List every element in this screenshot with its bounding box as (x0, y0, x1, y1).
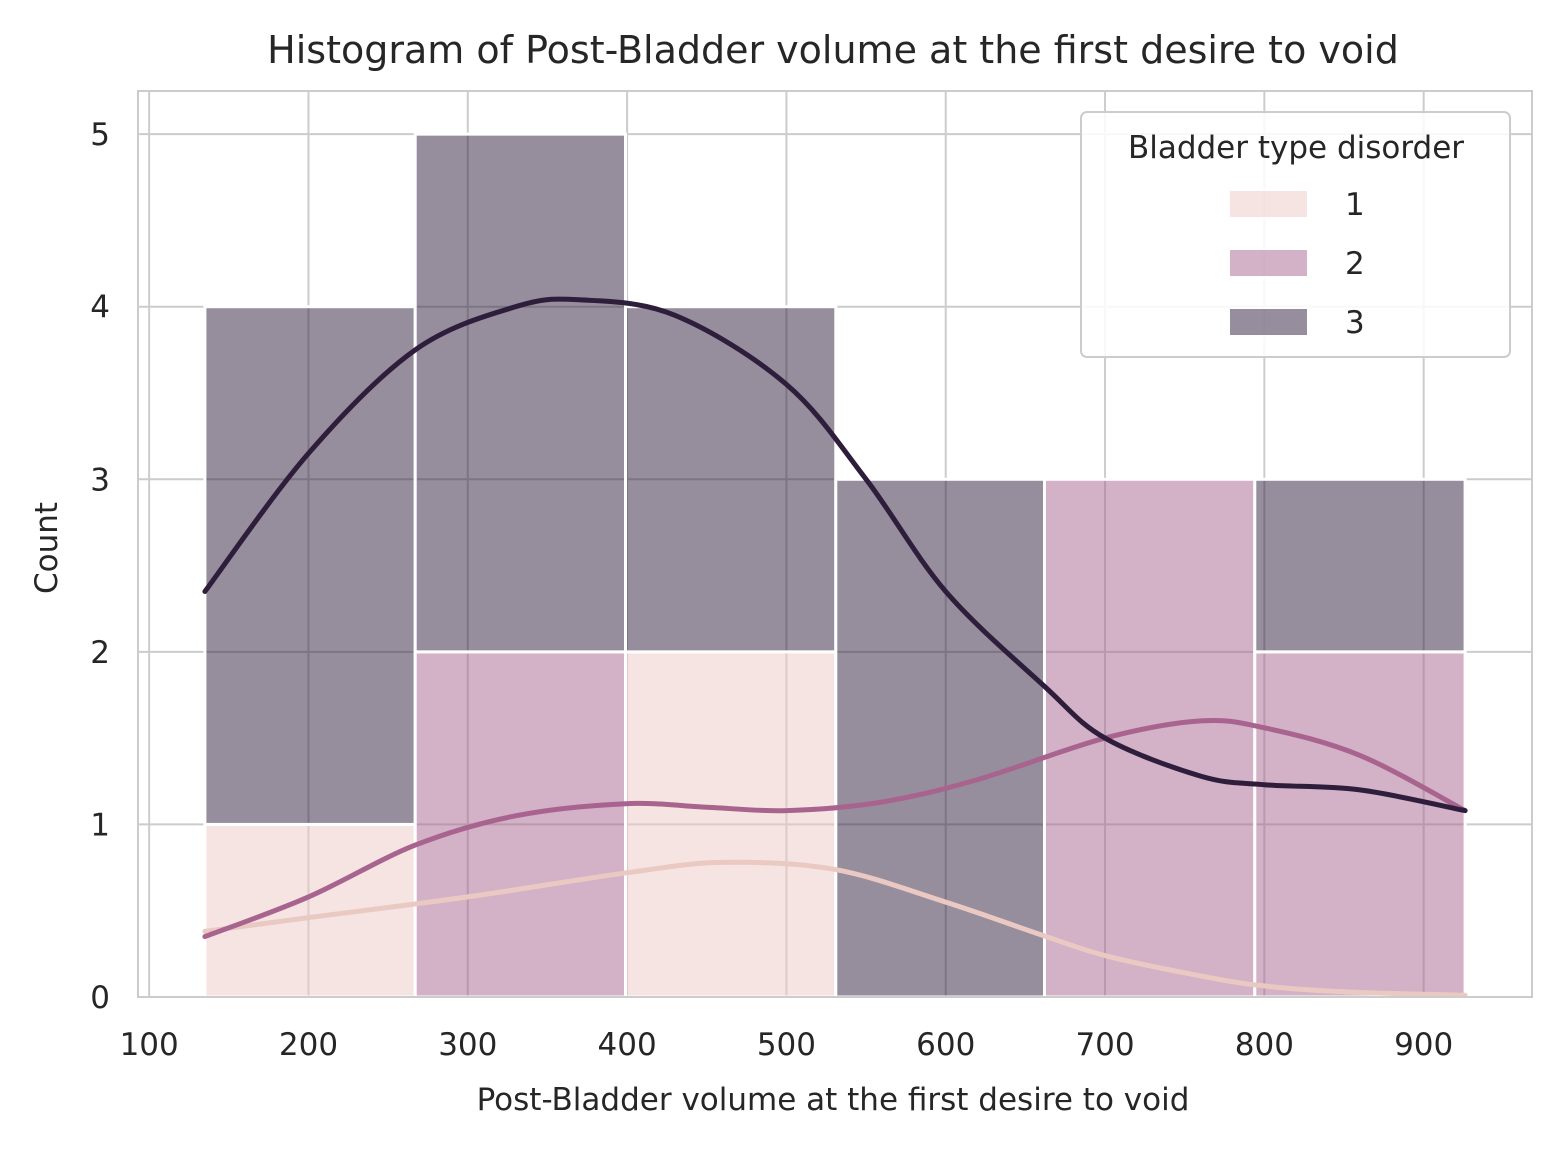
bar-3-bin-0 (203, 305, 417, 826)
x-tick-label: 700 (1075, 1027, 1134, 1063)
bar-2-bin-4 (1042, 477, 1257, 999)
bar-2-bin-1 (413, 650, 628, 999)
y-tick-label: 1 (90, 807, 110, 843)
kde-curve-2 (202, 717, 1468, 940)
bar-3-bin-3 (834, 477, 1046, 999)
legend-swatch-1 (1228, 189, 1309, 219)
bar-1-bin-0 (203, 822, 417, 999)
x-tick-label: 200 (279, 1027, 338, 1063)
bar-1-bin-2 (624, 650, 838, 999)
bar-2-bin-5 (1253, 650, 1467, 999)
kde-curve-1 (202, 859, 1468, 998)
x-tick-label: 500 (757, 1027, 816, 1063)
legend-swatch-3 (1228, 307, 1309, 337)
chart-title: Histogram of Post-Bladder volume at the … (267, 28, 1399, 72)
legend-label-1: 1 (1345, 187, 1365, 223)
x-tick-label: 800 (1235, 1027, 1294, 1063)
x-axis-label: Post-Bladder volume at the first desire … (477, 1082, 1190, 1118)
legend-title: Bladder type disorder (1128, 130, 1464, 166)
kde-curves (202, 296, 1468, 998)
x-tick-label: 900 (1394, 1027, 1453, 1063)
legend: Bladder type disorder 1 2 3 (1080, 111, 1511, 358)
x-tick-label: 300 (438, 1027, 497, 1063)
bar-3-bin-2 (624, 305, 838, 654)
y-tick-label: 3 (90, 462, 110, 498)
y-tick-label: 4 (90, 290, 110, 326)
bar-3-bin-5 (1253, 477, 1467, 654)
y-tick-labels: 0 1 2 3 4 5 (90, 117, 110, 1016)
plot-frame (137, 90, 1533, 998)
legend-label-3: 3 (1345, 305, 1365, 341)
y-tick-label: 5 (90, 117, 110, 153)
x-tick-label: 600 (916, 1027, 975, 1063)
legend-entries: 1 2 3 (1228, 187, 1365, 341)
legend-label-2: 2 (1345, 246, 1365, 282)
x-tick-labels: 100 200 300 400 500 600 700 800 900 (120, 1027, 1454, 1063)
kde-curve-3 (202, 296, 1468, 814)
y-axis-label: Count (29, 502, 65, 594)
y-tick-label: 2 (90, 635, 110, 671)
x-tick-label: 100 (120, 1027, 179, 1063)
x-tick-label: 400 (598, 1027, 657, 1063)
legend-frame (1080, 111, 1511, 358)
y-tick-label: 0 (90, 980, 110, 1016)
bar-3-bin-1 (413, 132, 628, 654)
histogram-bars (203, 132, 1467, 999)
legend-swatch-2 (1228, 248, 1309, 278)
